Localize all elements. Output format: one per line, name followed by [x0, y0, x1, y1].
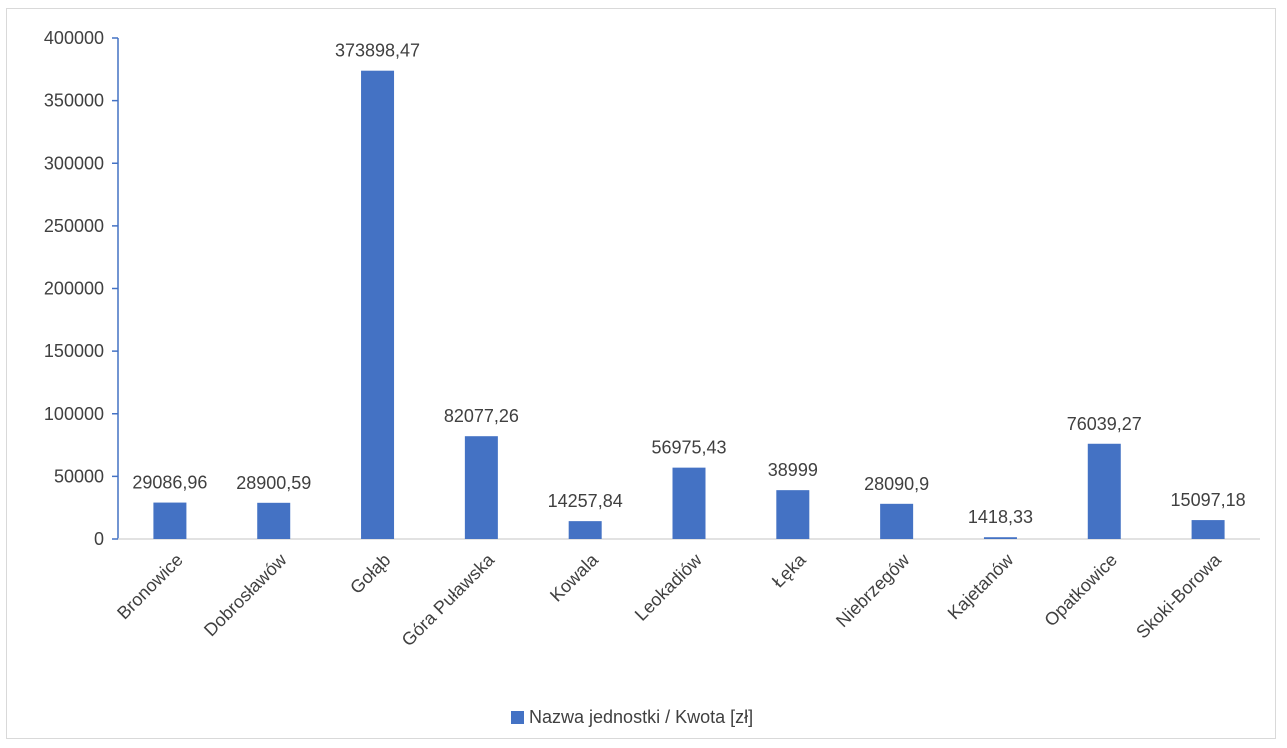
y-tick-label: 0	[94, 529, 104, 549]
bar	[257, 502, 291, 539]
data-label: 28090,9	[864, 474, 929, 494]
data-label: 373898,47	[335, 41, 420, 61]
legend-label: Nazwa jednostki / Kwota [zł]	[529, 707, 753, 727]
category-labels: Bronowice Dobrosławów Gołąb Góra Puławska Ko…	[113, 549, 1225, 650]
category-label: Dobrosławów	[200, 549, 291, 640]
data-label: 29086,96	[132, 473, 207, 493]
category-label: Kowala	[546, 549, 603, 606]
y-tick-label: 150000	[44, 341, 104, 361]
legend: Nazwa jednostki / Kwota [zł]	[511, 707, 753, 727]
legend-swatch	[511, 711, 524, 724]
bar	[361, 70, 395, 539]
bar	[880, 503, 914, 539]
data-label: 82077,26	[444, 406, 519, 426]
category-label: Opatkowice	[1040, 550, 1121, 631]
bar	[983, 537, 1017, 539]
data-label: 1418,33	[968, 507, 1033, 527]
data-label: 56975,43	[651, 438, 726, 458]
bar	[568, 521, 602, 539]
data-label: 38999	[768, 460, 818, 480]
category-label: Skoki-Borowa	[1132, 549, 1225, 642]
y-tick-label: 350000	[44, 91, 104, 111]
bars	[153, 70, 1225, 539]
data-label: 14257,84	[548, 491, 623, 511]
bar	[1191, 520, 1225, 539]
category-label: Łęka	[768, 549, 810, 591]
bar	[1087, 443, 1121, 539]
category-label: Leokadiów	[631, 549, 707, 625]
data-label: 15097,18	[1171, 490, 1246, 510]
y-tick-label: 400000	[44, 28, 104, 48]
bar	[153, 502, 187, 539]
chart-frame	[6, 8, 1276, 739]
bar	[464, 436, 498, 539]
category-label: Gołąb	[346, 550, 394, 598]
category-label: Niebrzegów	[832, 549, 914, 631]
y-tick-label: 300000	[44, 153, 104, 173]
data-label: 76039,27	[1067, 414, 1142, 434]
bar	[776, 490, 810, 539]
data-labels: 29086,96 28900,59 373898,47 82077,26 14257,8…	[132, 41, 1245, 528]
y-tick-label: 50000	[54, 466, 104, 486]
data-label: 28900,59	[236, 473, 311, 493]
category-label: Bronowice	[113, 550, 187, 624]
y-tick-label: 100000	[44, 404, 104, 424]
y-tick-label: 250000	[44, 216, 104, 236]
category-label: Góra Puławska	[398, 549, 499, 650]
y-axis-ticks: 0 50000 100000 150000 200000 250000 300000 3500…	[44, 28, 118, 549]
y-tick-label: 200000	[44, 279, 104, 299]
category-label: Kajetanów	[944, 549, 1018, 623]
bar	[672, 467, 706, 539]
